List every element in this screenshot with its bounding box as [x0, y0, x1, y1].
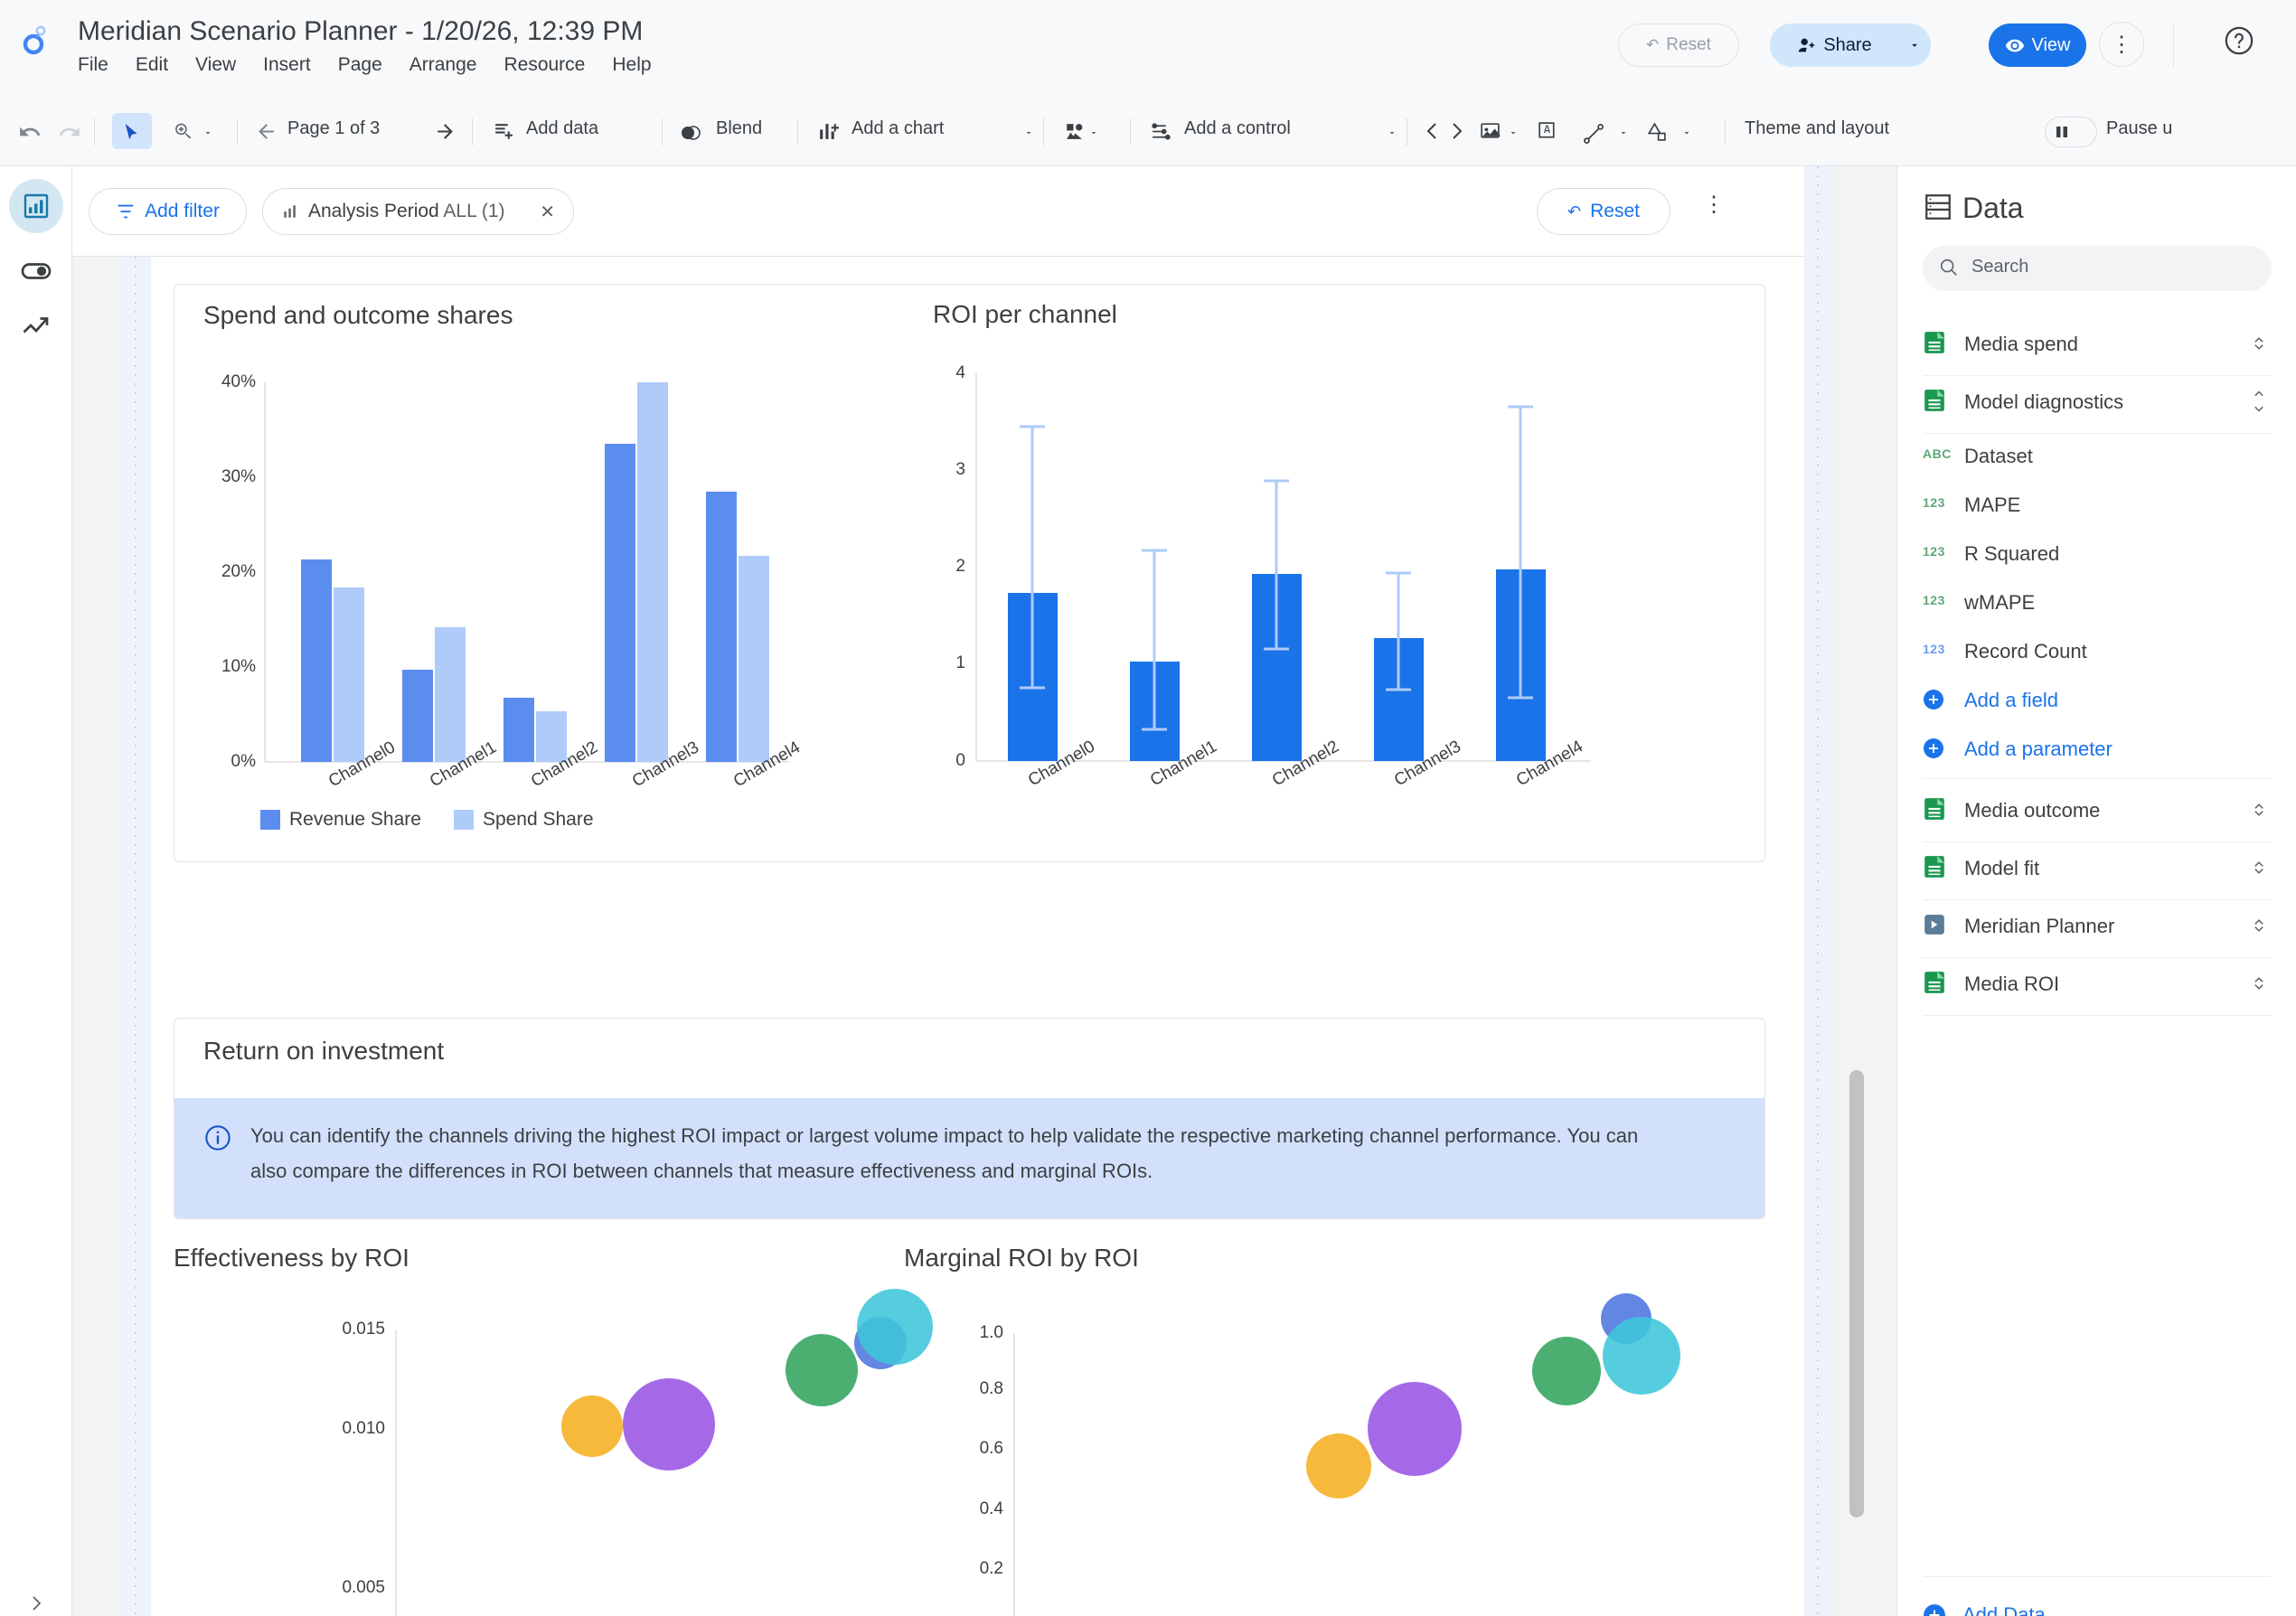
svg-text:1.0: 1.0	[980, 1323, 1003, 1342]
svg-text:0.4: 0.4	[980, 1499, 1004, 1518]
svg-text:0.8: 0.8	[980, 1379, 1003, 1398]
svg-text:0.2: 0.2	[980, 1559, 1003, 1578]
svg-text:0.6: 0.6	[980, 1439, 1003, 1458]
